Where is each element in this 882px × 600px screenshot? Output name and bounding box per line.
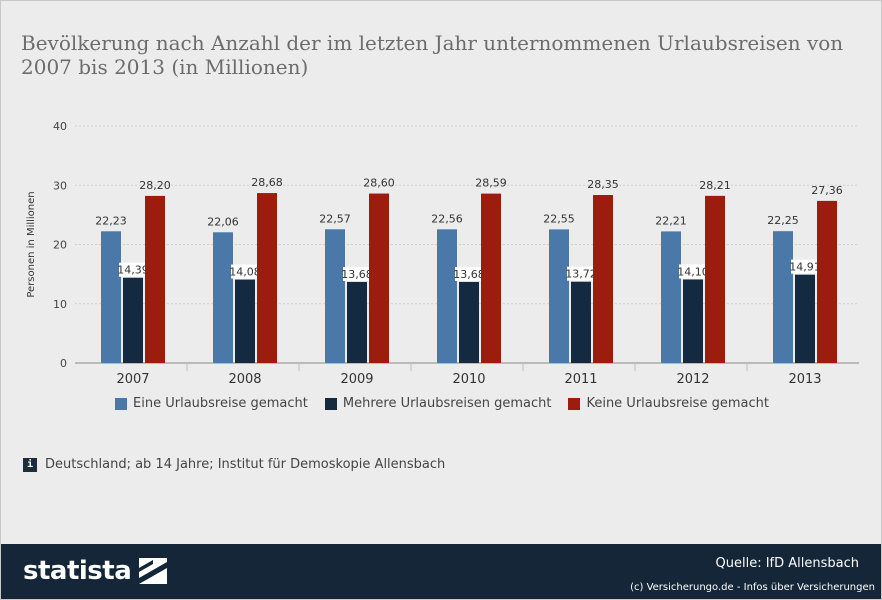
data-label-background <box>679 264 707 279</box>
x-tick-label: 2007 <box>116 372 149 387</box>
data-label: 28,20 <box>139 179 171 192</box>
data-label: 13,72 <box>565 268 597 281</box>
bar <box>369 193 389 363</box>
source-text: Quelle: IfD Allensbach <box>715 556 860 571</box>
footer: statista Quelle: IfD Allensbach (c) Vers… <box>1 544 881 599</box>
x-tick-label: 2012 <box>676 372 709 387</box>
y-tick-label: 20 <box>53 239 67 252</box>
chart-legend: Eine Urlaubsreise gemacht Mehrere Urlaubs… <box>1 396 881 411</box>
bar <box>773 231 793 363</box>
bar <box>549 229 569 363</box>
legend-label: Mehrere Urlaubsreisen gemacht <box>342 396 552 411</box>
bar <box>213 232 233 363</box>
data-label: 22,06 <box>207 215 239 228</box>
bar <box>571 281 591 363</box>
bar-chart: 0 10 20 30 40 Personen in Millionen 2007 22,23 1… <box>26 120 859 387</box>
data-label: 28,59 <box>475 177 507 190</box>
chart-title-line-2: 2007 bis 2013 (in Millionen) <box>21 55 309 79</box>
x-tick-label: 2011 <box>564 372 597 387</box>
x-tick-label: 2013 <box>788 372 821 387</box>
x-tick-label: 2010 <box>452 372 485 387</box>
legend-swatch <box>115 397 128 410</box>
statista-logo-text: statista <box>23 556 132 586</box>
legend-swatch <box>324 397 337 410</box>
bar <box>325 229 345 363</box>
bar <box>145 195 165 363</box>
legend-swatch <box>568 397 581 410</box>
data-label: 22,56 <box>431 212 463 225</box>
data-label: 22,57 <box>319 212 351 225</box>
data-label: 28,35 <box>587 178 619 191</box>
data-label: 13,68 <box>453 268 485 281</box>
y-axis-title: Personen in Millionen <box>26 191 37 297</box>
bar <box>795 274 815 363</box>
y-tick-label: 10 <box>53 298 67 311</box>
data-label: 14,39 <box>117 264 149 277</box>
data-label-background <box>791 259 819 274</box>
legend-label: Keine Urlaubsreise gemacht <box>586 396 769 411</box>
data-label: 14,08 <box>229 266 261 279</box>
legend-item[interactable]: Keine Urlaubsreise gemacht <box>568 396 769 411</box>
bar <box>481 193 501 363</box>
bar <box>347 281 367 363</box>
x-tick-label: 2009 <box>340 372 373 387</box>
data-label-background <box>343 266 371 281</box>
data-label: 27,36 <box>811 184 843 197</box>
bar <box>123 277 143 363</box>
data-label-background <box>231 264 259 279</box>
info-icon[interactable]: i <box>23 457 37 472</box>
data-label: 14,91 <box>789 261 821 274</box>
data-label: 22,23 <box>95 214 127 227</box>
data-label: 28,21 <box>699 179 731 192</box>
bar <box>683 279 703 363</box>
chart-title: Bevölkerung nach Anzahl der im letzten J… <box>21 31 851 79</box>
data-label: 13,68 <box>341 268 373 281</box>
legend-label: Eine Urlaubsreise gemacht <box>133 396 308 411</box>
bar <box>235 279 255 363</box>
bar <box>661 231 681 363</box>
survey-note: i Deutschland; ab 14 Jahre; Institut für… <box>23 457 445 472</box>
bar <box>593 195 613 363</box>
x-tick-label: 2008 <box>228 372 261 387</box>
bar <box>437 229 457 363</box>
data-label-background <box>119 262 147 277</box>
y-tick-label: 40 <box>53 120 67 133</box>
bar <box>817 200 837 363</box>
copyright-link[interactable]: (c) Versicherungo.de - Infos über Versic… <box>630 582 875 593</box>
bar <box>101 231 121 363</box>
data-label: 22,55 <box>543 212 575 225</box>
bar <box>257 193 277 363</box>
data-label-background <box>455 266 483 281</box>
data-label: 22,21 <box>655 214 687 227</box>
data-label: 22,25 <box>767 214 799 227</box>
chart-title-line-1: Bevölkerung nach Anzahl der im letzten J… <box>21 31 844 55</box>
legend-item[interactable]: Mehrere Urlaubsreisen gemacht <box>324 396 552 411</box>
statista-logo[interactable]: statista <box>23 556 168 586</box>
statista-logo-icon <box>139 558 168 584</box>
y-tick-label: 0 <box>60 357 67 370</box>
legend-item[interactable]: Eine Urlaubsreise gemacht <box>115 396 308 411</box>
data-label: 28,60 <box>363 177 395 190</box>
data-label: 28,68 <box>251 176 283 189</box>
data-label-background <box>567 266 595 281</box>
bar <box>705 195 725 363</box>
survey-note-text: Deutschland; ab 14 Jahre; Institut für D… <box>45 457 446 472</box>
bar <box>459 281 479 363</box>
data-label: 14,10 <box>677 265 709 278</box>
y-tick-label: 30 <box>53 179 67 192</box>
